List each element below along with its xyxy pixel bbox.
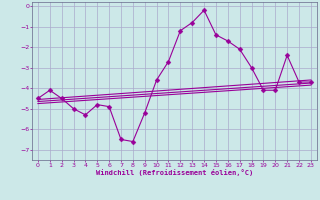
- X-axis label: Windchill (Refroidissement éolien,°C): Windchill (Refroidissement éolien,°C): [96, 169, 253, 176]
